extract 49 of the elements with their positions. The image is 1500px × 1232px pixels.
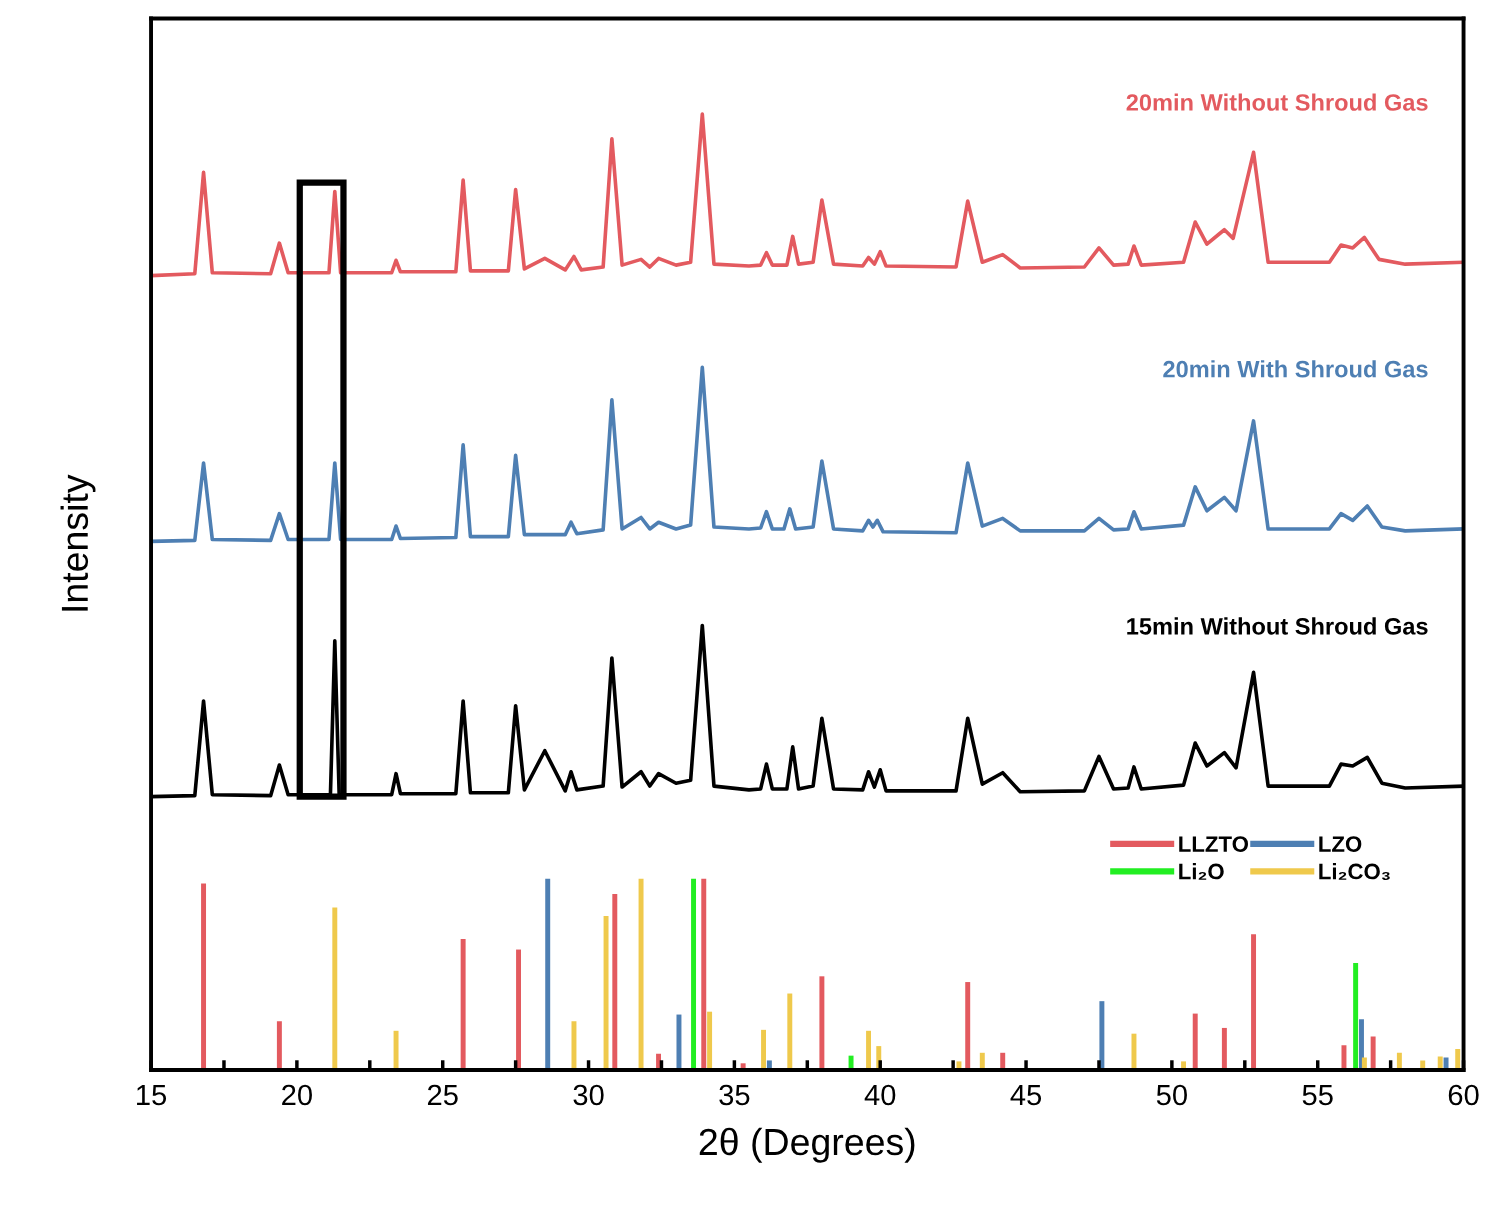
bar bbox=[866, 1030, 872, 1070]
bar bbox=[1455, 1048, 1461, 1070]
bar bbox=[1251, 934, 1257, 1070]
x-axis-title: 2θ (Degrees) bbox=[699, 1127, 915, 1163]
bar bbox=[603, 916, 609, 1070]
x-tick-label: 30 bbox=[573, 1084, 604, 1106]
bar bbox=[1353, 962, 1359, 1070]
x-tick-label: 25 bbox=[427, 1084, 458, 1106]
bar bbox=[571, 1021, 577, 1070]
text: 20min Without Shroud Gas bbox=[1126, 93, 1428, 111]
y-axis-title: Intensity bbox=[60, 474, 96, 611]
bar bbox=[965, 982, 971, 1070]
x-tick-label: 50 bbox=[1156, 1084, 1187, 1106]
text: 15min Without Shroud Gas bbox=[1127, 617, 1428, 635]
bar bbox=[201, 883, 207, 1070]
bar bbox=[1358, 1019, 1364, 1070]
legend-label: Li₂O bbox=[1179, 863, 1224, 880]
bar bbox=[1221, 1027, 1227, 1070]
x-tick-label: 20 bbox=[282, 1084, 312, 1106]
text: 20min With Shroud Gas bbox=[1163, 360, 1428, 378]
legend-label: LZO bbox=[1319, 836, 1362, 852]
legend-label: LLZTO bbox=[1179, 836, 1248, 852]
x-tick-label: 35 bbox=[719, 1084, 750, 1106]
bar bbox=[332, 907, 338, 1070]
bar bbox=[819, 976, 825, 1070]
bar bbox=[676, 1014, 682, 1070]
bar bbox=[638, 878, 644, 1070]
bar bbox=[545, 878, 551, 1070]
bar bbox=[1099, 1001, 1105, 1070]
bar bbox=[1192, 1013, 1198, 1070]
bar bbox=[1341, 1045, 1347, 1070]
bar bbox=[701, 878, 707, 1070]
x-tick-label: 55 bbox=[1302, 1084, 1333, 1106]
x-tick-label: 40 bbox=[864, 1084, 896, 1106]
bar bbox=[1131, 1033, 1137, 1070]
bar bbox=[787, 993, 793, 1070]
bar bbox=[707, 1011, 713, 1070]
x-tick-label: 15 bbox=[137, 1084, 167, 1106]
bar bbox=[393, 1030, 399, 1070]
bar bbox=[276, 1021, 282, 1070]
bar bbox=[612, 894, 618, 1070]
x-tick-label: 45 bbox=[1010, 1084, 1042, 1106]
bar bbox=[460, 939, 466, 1070]
bar bbox=[516, 949, 522, 1070]
bar bbox=[691, 878, 697, 1070]
bar bbox=[761, 1029, 767, 1070]
x-tick-label: 60 bbox=[1448, 1084, 1479, 1106]
legend-label: Li₂CO₃ bbox=[1319, 863, 1390, 880]
bar bbox=[1370, 1036, 1376, 1070]
